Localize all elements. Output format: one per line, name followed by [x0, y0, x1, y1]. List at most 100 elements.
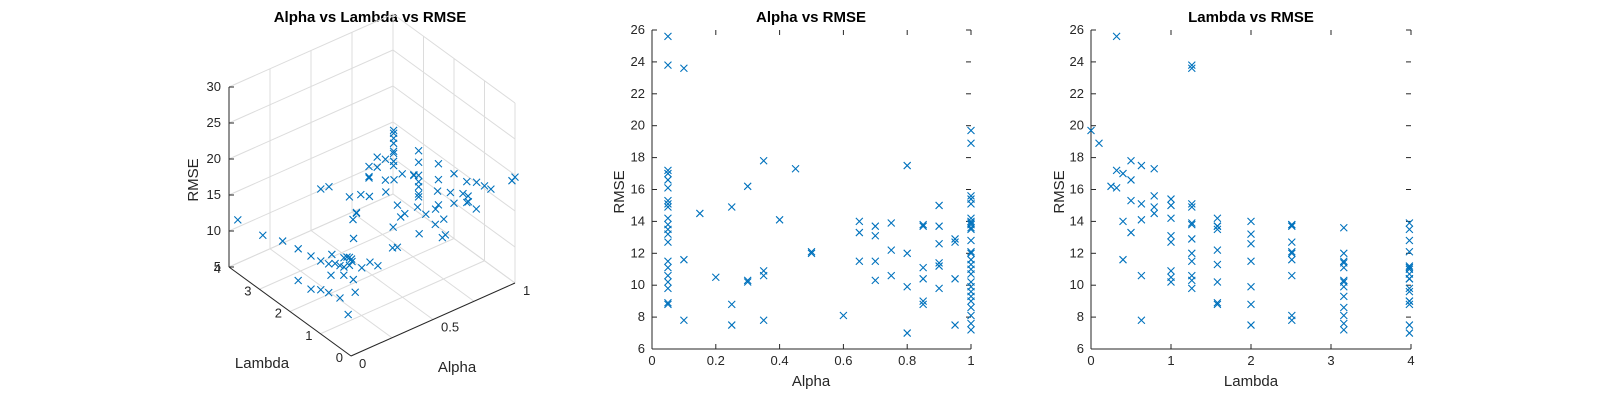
lambda-tick-label: 1: [305, 328, 312, 343]
lambda-rmse-marker: [1168, 239, 1175, 246]
lambda-rmse-marker: [1113, 167, 1120, 174]
alpha-rmse-marker: [760, 157, 767, 164]
subplot-alpha-rmse-ylabel: RMSE: [611, 170, 628, 213]
lambda-rmse-marker: [1340, 224, 1347, 231]
alpha-rmse-marker: [968, 304, 975, 311]
alpha-rmse-marker: [968, 140, 975, 147]
scatter3d-marker: [366, 173, 373, 180]
lambda-rmse-x-tick-label: 4: [1407, 353, 1414, 368]
alpha-rmse-marker: [968, 248, 975, 255]
lambda-rmse-marker: [1188, 221, 1195, 228]
alpha-rmse-marker: [664, 215, 671, 222]
lambda-rmse-marker: [1406, 264, 1413, 271]
alpha-rmse-marker: [856, 229, 863, 236]
lambda-tick-label: 3: [244, 283, 251, 298]
lambda-rmse-marker: [1151, 192, 1158, 199]
alpha-rmse-x-tick-label: 0.2: [707, 353, 725, 368]
lambda-rmse-marker: [1340, 250, 1347, 257]
scatter3d-marker: [234, 216, 241, 223]
alpha-rmse-marker: [664, 264, 671, 271]
alpha-rmse-marker: [904, 162, 911, 169]
alpha-rmse-marker: [776, 216, 783, 223]
subplot-alpha-rmse-title: Alpha vs RMSE: [756, 9, 866, 26]
alpha-rmse-marker: [904, 283, 911, 290]
alpha-rmse-marker: [840, 312, 847, 319]
scatter3d-marker: [350, 216, 357, 223]
scatter3d-marker: [447, 189, 454, 196]
lambda-rmse-marker: [1168, 274, 1175, 281]
scatter3d-marker: [295, 245, 302, 252]
subplot-3d: Alpha vs Lambda vs RMSE 5101520253001234…: [185, 9, 530, 376]
alpha-rmse-y-tick-label: 12: [631, 245, 645, 260]
lambda-rmse-marker: [1138, 272, 1145, 279]
alpha-rmse-marker: [760, 272, 767, 279]
alpha-rmse-marker: [968, 219, 975, 226]
rmse-tick-label: 25: [207, 115, 221, 130]
alpha-rmse-x-tick-label: 0.6: [834, 353, 852, 368]
alpha-rmse-marker: [952, 275, 959, 282]
lambda-rmse-marker: [1151, 165, 1158, 172]
alpha-rmse-x-tick-label: 1: [967, 353, 974, 368]
alpha-rmse-marker: [664, 299, 671, 306]
subplot-lambda-rmse: Lambda vs RMSE 0 1 2 3 468101214161820222426…: [1051, 9, 1415, 390]
alpha-rmse-marker: [920, 275, 927, 282]
lambda-rmse-marker: [1138, 216, 1145, 223]
lambda-rmse-marker: [1096, 140, 1103, 147]
scatter3d-marker: [394, 202, 401, 209]
alpha-rmse-marker: [936, 285, 943, 292]
alpha-rmse-marker: [664, 33, 671, 40]
lambda-rmse-marker: [1113, 33, 1120, 40]
lambda-rmse-marker: [1138, 317, 1145, 324]
alpha-rmse-marker: [968, 200, 975, 207]
lambda-rmse-y-tick-label: 12: [1070, 245, 1084, 260]
rmse-tick-label: 10: [207, 223, 221, 238]
lambda-rmse-marker: [1108, 183, 1115, 190]
alpha-rmse-marker: [904, 250, 911, 257]
rmse-tick-label: 15: [207, 187, 221, 202]
lambda-rmse-marker: [1168, 232, 1175, 239]
lambda-rmse-marker: [1248, 258, 1255, 265]
scatter3d-marker: [382, 177, 389, 184]
alpha-rmse-x-tick-label: 0.8: [898, 353, 916, 368]
lambda-rmse-marker: [1340, 312, 1347, 319]
scatter3d-marker: [390, 162, 397, 169]
lambda-rmse-marker: [1340, 277, 1347, 284]
lambda-rmse-y-tick-label: 10: [1070, 277, 1084, 292]
alpha-rmse-marker: [664, 285, 671, 292]
subplot-3d-tick-labels: 5 10 15 20 25 30 0 1 2 3 4 0 0.5 1: [207, 79, 531, 371]
alpha-rmse-marker: [936, 202, 943, 209]
subplot-lambda-rmse-axes: [1091, 30, 1411, 349]
alpha-rmse-marker: [968, 320, 975, 327]
scatter3d-marker: [391, 176, 398, 183]
alpha-rmse-y-tick-label: 8: [638, 309, 645, 324]
lambda-rmse-marker: [1113, 184, 1120, 191]
lambda-rmse-marker: [1128, 176, 1135, 183]
scatter3d-marker: [415, 147, 422, 154]
alpha-rmse-marker: [888, 247, 895, 254]
lambda-rmse-marker: [1248, 240, 1255, 247]
subplot-3d-axes: [229, 87, 515, 356]
lambda-rmse-x-tick-label: 3: [1327, 353, 1334, 368]
alpha-axis: [351, 283, 515, 356]
lambda-rmse-marker: [1406, 271, 1413, 278]
lambda-rmse-marker: [1288, 221, 1295, 228]
scatter3d-marker: [374, 262, 381, 269]
lambda-rmse-marker: [1248, 283, 1255, 290]
scatter3d-marker: [358, 264, 365, 271]
grid-line: [352, 212, 474, 301]
alpha-rmse-x-tick-label: 0: [648, 353, 655, 368]
lambda-tick-label: 0: [336, 350, 343, 365]
scatter3d-marker: [295, 277, 302, 284]
subplot-lambda-rmse-title: Lambda vs RMSE: [1188, 9, 1314, 26]
lambda-rmse-marker: [1288, 223, 1295, 230]
alpha-rmse-marker: [792, 165, 799, 172]
lambda-rmse-marker: [1248, 301, 1255, 308]
lambda-rmse-marker: [1340, 258, 1347, 265]
alpha-rmse-marker: [744, 277, 751, 284]
lambda-rmse-marker: [1248, 218, 1255, 225]
lambda-rmse-marker: [1188, 250, 1195, 257]
alpha-rmse-marker: [664, 258, 671, 265]
lambda-rmse-marker: [1288, 250, 1295, 257]
alpha-rmse-marker: [968, 271, 975, 278]
